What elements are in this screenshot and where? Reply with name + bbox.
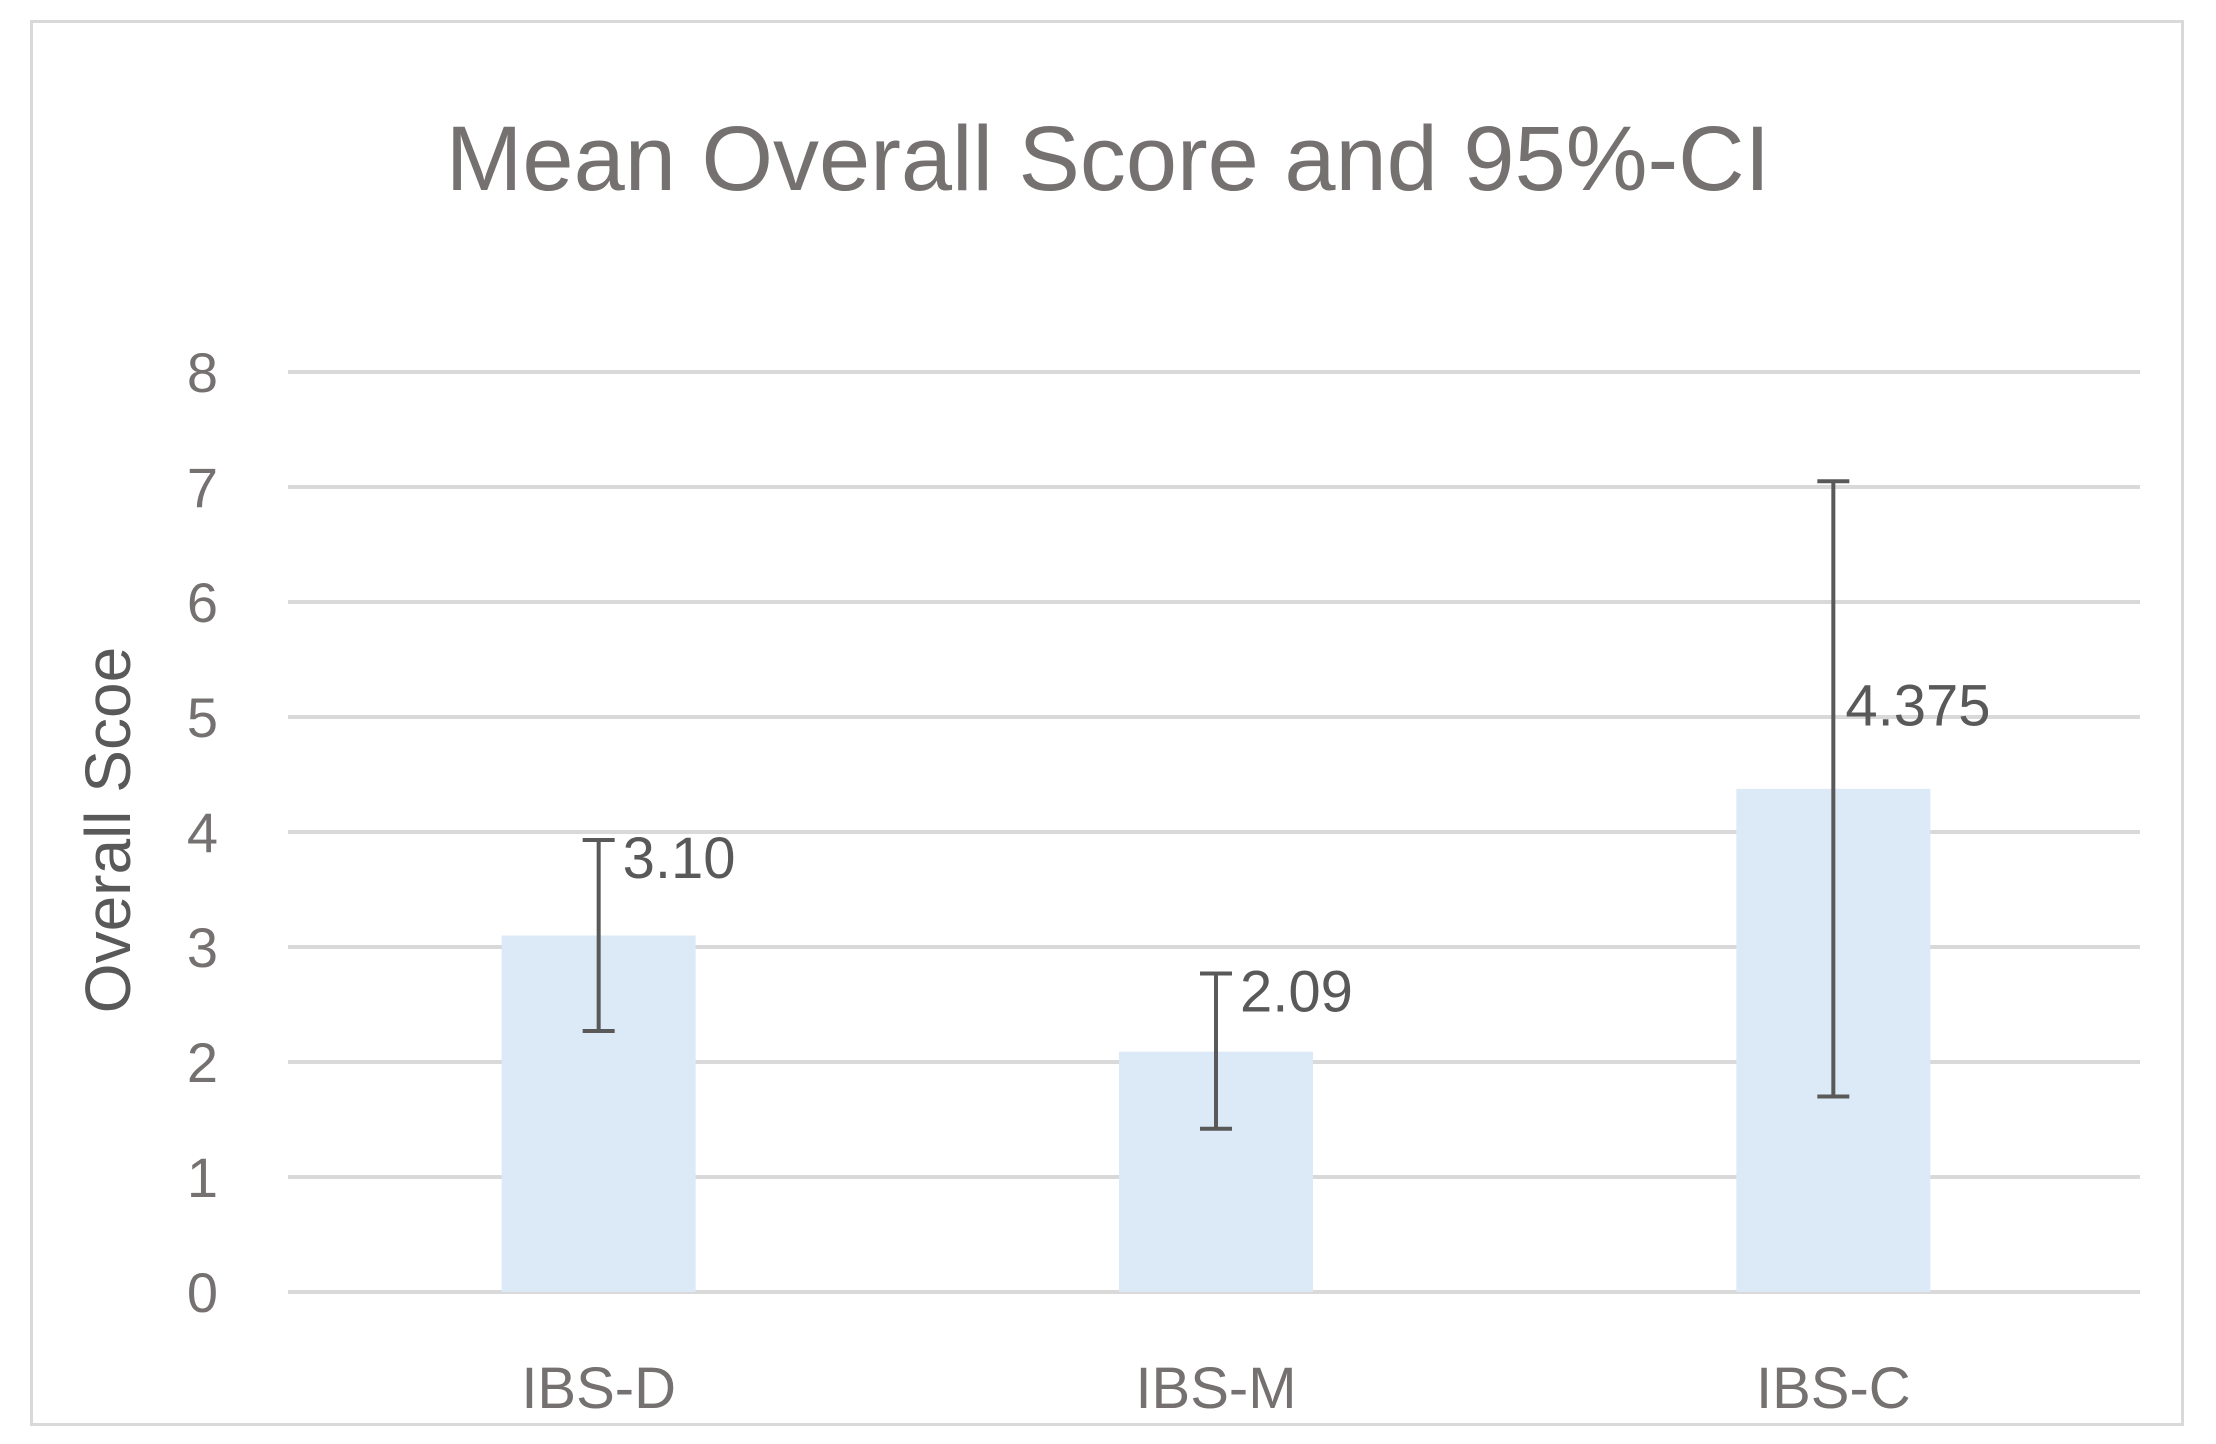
x-axis-categories: IBS-D IBS-M IBS-C [521,1356,1910,1421]
y-tick-label: 1 [187,1146,218,1209]
data-label-ibs-c: 4.375 [1845,674,1990,739]
y-tick-label: 7 [187,456,218,519]
y-tick-label: 3 [187,916,218,979]
y-tick-label: 8 [187,341,218,404]
y-tick-label: 4 [187,801,218,864]
data-labels: 3.10 2.09 4.375 [623,674,1991,1025]
x-category-label: IBS-C [1756,1356,1911,1421]
error-bar-ibs-m [1200,971,1232,1131]
x-category-label: IBS-M [1135,1356,1296,1421]
y-tick-label: 6 [187,571,218,634]
error-bar-ibs-c [1817,479,1850,1099]
y-axis-ticks: 0 1 2 3 4 5 6 7 8 [187,341,218,1324]
chart-title: Mean Overall Score and 95%-CI [446,108,1770,210]
error-bars [582,479,1850,1131]
y-tick-label: 0 [187,1261,218,1324]
y-tick-label: 2 [187,1031,218,1094]
data-label-ibs-d: 3.10 [623,826,736,891]
data-label-ibs-m: 2.09 [1240,959,1353,1024]
y-tick-label: 5 [187,686,218,749]
error-bar-ibs-d [582,838,615,1033]
y-axis-title: Overall Scoe [72,647,144,1013]
x-category-label: IBS-D [521,1356,676,1421]
